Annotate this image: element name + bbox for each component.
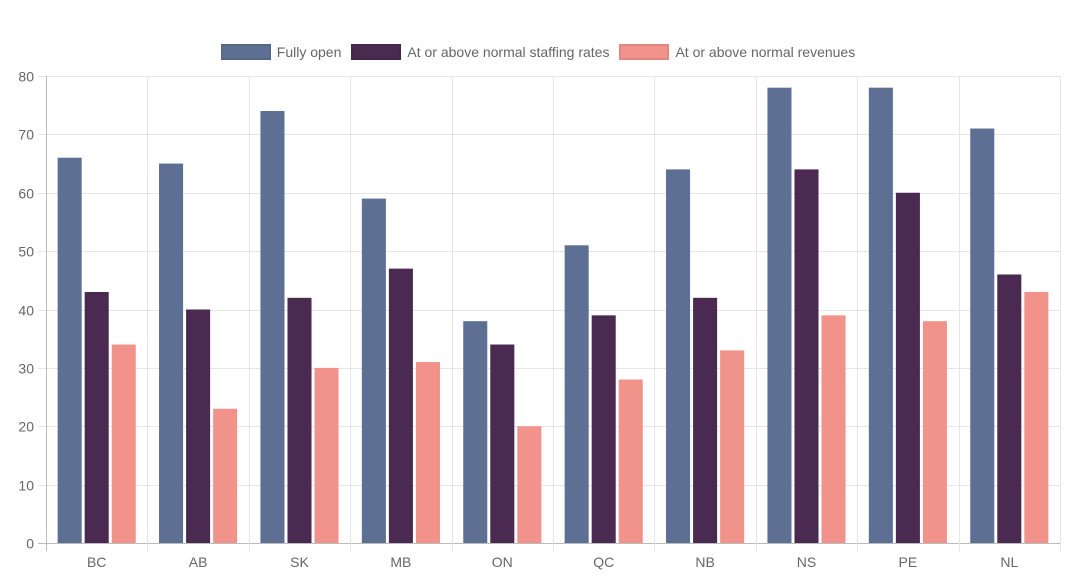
bar-qc-series-0 xyxy=(564,245,589,543)
x-tick-label: NB xyxy=(695,554,714,570)
x-tick-label: PE xyxy=(899,554,918,570)
legend-item-fully-open[interactable]: Fully open xyxy=(220,44,342,60)
legend-swatch-fully-open xyxy=(220,44,271,60)
y-tick-label: 0 xyxy=(26,536,34,552)
bar-nb-series-0 xyxy=(666,169,691,543)
y-tick-label: 10 xyxy=(18,478,34,494)
bar-nb-series-2 xyxy=(720,350,745,543)
bar-ab-series-0 xyxy=(159,163,184,543)
x-tick-label: ON xyxy=(492,554,513,570)
bar-ns-series-0 xyxy=(767,87,792,544)
legend-label-fully-open: Fully open xyxy=(276,44,342,60)
y-tick-label: 60 xyxy=(18,186,34,202)
x-tick-label: NL xyxy=(1000,554,1018,570)
bar-pe-series-0 xyxy=(868,87,893,544)
legend-label-staffing: At or above normal staffing rates xyxy=(407,44,610,60)
legend: Fully open At or above normal staffing r… xyxy=(0,44,1076,60)
bar-bc-series-0 xyxy=(57,157,82,543)
y-tick-label: 40 xyxy=(18,303,34,319)
legend-label-revenues: At or above normal revenues xyxy=(675,44,856,60)
bar-bc-series-2 xyxy=(111,344,136,543)
legend-item-revenues[interactable]: At or above normal revenues xyxy=(619,44,855,60)
x-tick-label: MB xyxy=(390,554,411,570)
bar-ab-series-1 xyxy=(186,309,211,543)
bar-ns-series-1 xyxy=(794,169,819,543)
x-tick-label: QC xyxy=(593,554,614,570)
x-tick-label: AB xyxy=(189,554,208,570)
bar-mb-series-1 xyxy=(388,268,413,543)
y-tick-label: 20 xyxy=(18,419,34,435)
bar-nl-series-2 xyxy=(1024,291,1049,543)
bar-nl-series-0 xyxy=(970,128,995,543)
bar-sk-series-0 xyxy=(260,111,285,544)
bar-bc-series-1 xyxy=(84,291,109,543)
bar-on-series-1 xyxy=(490,344,515,543)
bar-qc-series-2 xyxy=(618,379,643,543)
bar-nb-series-1 xyxy=(693,297,718,543)
bar-mb-series-0 xyxy=(361,198,386,543)
x-tick-label: BC xyxy=(87,554,106,570)
x-tick-label: NS xyxy=(797,554,816,570)
y-tick-label: 80 xyxy=(18,69,34,85)
x-tick-label: SK xyxy=(290,554,309,570)
bar-pe-series-2 xyxy=(922,321,947,543)
bar-ab-series-2 xyxy=(213,408,238,543)
legend-swatch-revenues xyxy=(619,44,670,60)
y-tick-label: 30 xyxy=(18,361,34,377)
legend-item-staffing[interactable]: At or above normal staffing rates xyxy=(351,44,609,60)
bar-on-series-2 xyxy=(517,426,542,543)
legend-swatch-staffing xyxy=(351,44,402,60)
bar-sk-series-1 xyxy=(287,297,312,543)
y-tick-label: 50 xyxy=(18,244,34,260)
bar-pe-series-1 xyxy=(895,192,920,543)
bar-on-series-0 xyxy=(463,321,488,543)
bar-sk-series-2 xyxy=(314,367,339,543)
bar-qc-series-1 xyxy=(591,315,616,543)
y-tick-label: 70 xyxy=(18,127,34,143)
bar-ns-series-2 xyxy=(821,315,846,543)
bar-nl-series-1 xyxy=(997,274,1022,543)
bar-mb-series-2 xyxy=(415,362,440,543)
